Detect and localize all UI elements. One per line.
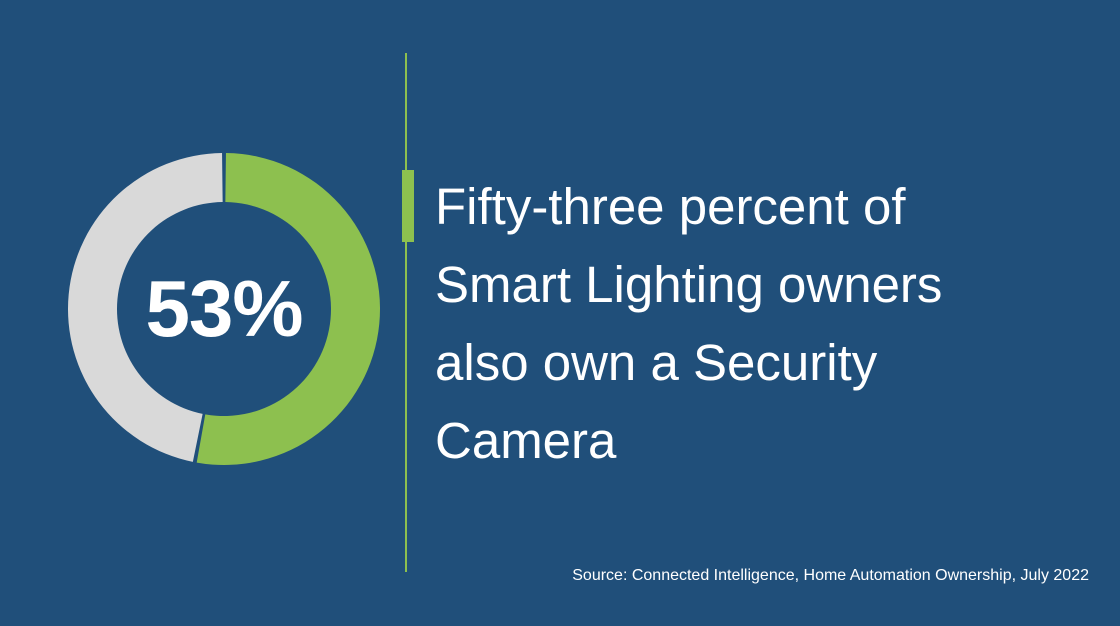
donut-slice-remainder <box>68 153 223 462</box>
vertical-divider <box>405 53 407 572</box>
statement-line: Fifty-three percent of <box>435 178 906 235</box>
statement-line: Smart Lighting owners <box>435 256 943 313</box>
donut-chart: 53% <box>68 153 380 465</box>
accent-bar <box>402 170 414 242</box>
statement-line: also own a Security <box>435 334 878 391</box>
donut-slice-primary <box>196 153 380 465</box>
source-citation: Source: Connected Intelligence, Home Aut… <box>572 567 1089 584</box>
statement-text: Fifty-three percent of Smart Lighting ow… <box>435 168 1075 480</box>
donut-center-value: 53% <box>145 264 303 353</box>
statement-line: Camera <box>435 412 617 469</box>
donut-svg <box>68 153 380 465</box>
